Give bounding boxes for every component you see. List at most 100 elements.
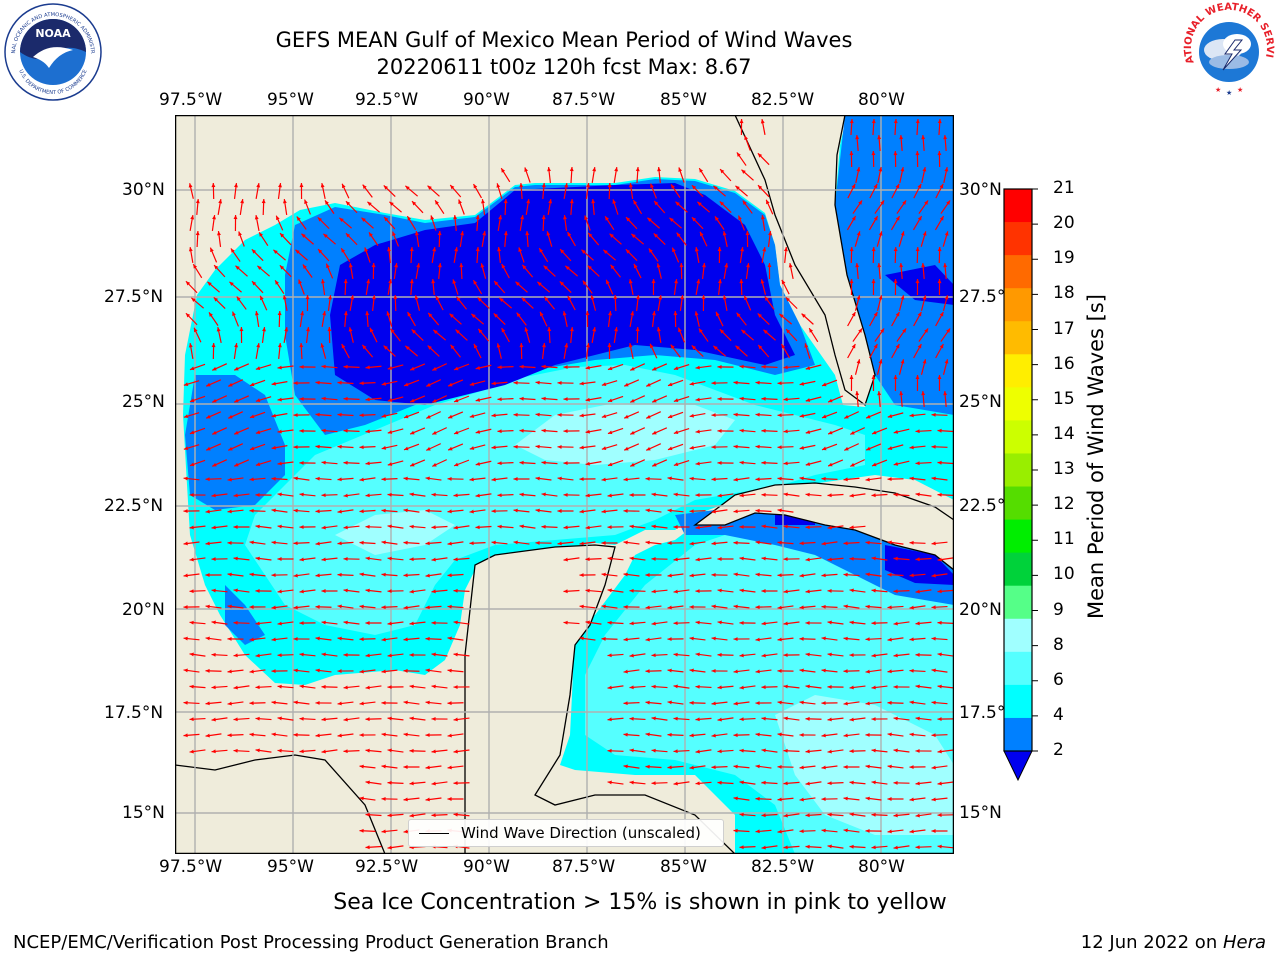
wind-arrow-icon [585,429,602,434]
wind-arrow-icon [233,182,238,200]
wind-arrow-icon [865,732,882,737]
wind-arrow-icon [277,589,294,594]
wind-arrow-icon [321,428,338,433]
wind-arrow-icon [855,262,860,280]
wind-arrow-icon [847,311,856,327]
wind-arrow-icon [557,412,574,417]
wind-arrow-icon [365,845,382,850]
wind-arrow-icon [249,508,266,513]
wind-arrow-icon [205,668,222,673]
wind-arrow-icon [239,326,244,344]
wind-arrow-icon [871,427,888,435]
wind-arrow-icon [891,311,900,327]
wind-arrow-icon [937,374,942,392]
wind-arrow-icon [691,344,704,358]
wind-arrow-icon [827,844,844,849]
wind-arrow-icon [827,395,844,403]
lon-label-top: 90°W [463,90,510,110]
wind-arrow-icon [805,844,822,849]
wind-arrow-icon [849,278,854,296]
wind-arrow-icon [365,780,382,785]
wind-arrow-icon [513,477,530,481]
wind-arrow-icon [535,476,552,481]
wind-arrow-icon [293,637,310,641]
wind-arrow-icon [563,365,580,370]
wind-arrow-icon [277,397,294,402]
wind-arrow-icon [877,167,883,183]
wind-arrow-icon [601,604,618,609]
wind-arrow-icon [293,700,310,705]
lat-label-right: 22.5°N [959,496,1019,516]
wind-arrow-icon [458,199,465,215]
wind-arrow-icon [587,232,600,246]
wind-arrow-icon [403,540,420,545]
wind-arrow-icon [387,364,404,370]
wind-arrow-icon [843,477,860,482]
wind-arrow-icon [761,247,767,263]
wind-arrow-icon [711,477,728,482]
wind-arrow-icon [915,589,932,594]
wind-arrow-icon [755,412,772,417]
wind-arrow-icon [563,343,569,359]
lat-label-left: 25°N [122,392,165,412]
wind-arrow-icon [277,182,282,200]
wind-arrow-icon [633,263,642,279]
wind-arrow-icon [321,717,338,722]
wind-arrow-icon [607,363,624,371]
lat-label-right: 27.5°N [959,287,1019,307]
wind-arrow-icon [205,379,222,387]
wind-arrow-icon [447,541,464,546]
ocean-band-under-2s [175,183,954,815]
wind-arrow-icon [761,813,778,818]
wind-arrow-icon [739,780,756,785]
wind-arrow-icon [519,524,536,529]
colorbar [1003,188,1038,782]
lon-label-bottom: 80°W [858,857,905,877]
wind-arrow-icon [365,653,382,658]
wind-arrow-icon [541,492,558,497]
wind-arrow-icon [537,281,550,293]
wind-arrow-icon [427,345,440,357]
wind-arrow-icon [887,572,904,577]
wind-arrow-icon [739,685,756,690]
wind-arrow-icon [541,460,558,465]
wind-arrow-icon [525,230,530,248]
wind-arrow-icon [365,524,382,529]
wind-arrow-icon [942,359,949,375]
wind-arrow-icon [183,509,200,514]
wind-arrow-icon [541,364,558,369]
wind-arrow-icon [299,364,316,369]
wind-arrow-icon [249,732,266,737]
wind-arrow-icon [473,343,482,359]
wind-arrow-icon [733,733,750,738]
wind-arrow-icon [931,541,948,546]
wind-arrow-icon [343,556,360,561]
colorbar-tick-label: 13 [1053,459,1075,479]
wind-arrow-icon [871,845,888,850]
wind-arrow-icon [711,636,728,641]
wind-arrow-icon [255,364,272,371]
wind-arrow-icon [343,460,360,465]
wind-arrow-icon [227,669,244,674]
wind-arrow-icon [453,247,459,263]
wind-arrow-icon [821,411,838,419]
wind-arrow-icon [733,701,750,706]
wind-arrow-icon [799,444,816,450]
wind-arrow-icon [915,429,932,434]
wind-arrow-icon [315,573,332,578]
wind-arrow-icon [456,296,467,310]
wind-arrow-icon [607,525,624,530]
wind-arrow-icon [673,749,690,754]
wind-arrow-icon [855,167,861,183]
wind-arrow-icon [249,669,266,674]
wind-arrow-icon [569,326,574,344]
wind-arrow-icon [189,557,206,562]
wind-arrow-icon [673,460,690,467]
wind-arrow-icon [321,460,338,465]
wind-arrow-icon [821,828,838,833]
wind-arrow-icon [783,461,800,466]
wind-arrow-icon [623,379,640,387]
wind-arrow-icon [365,556,382,561]
wind-arrow-icon [249,701,266,706]
wind-arrow-icon [447,604,464,609]
